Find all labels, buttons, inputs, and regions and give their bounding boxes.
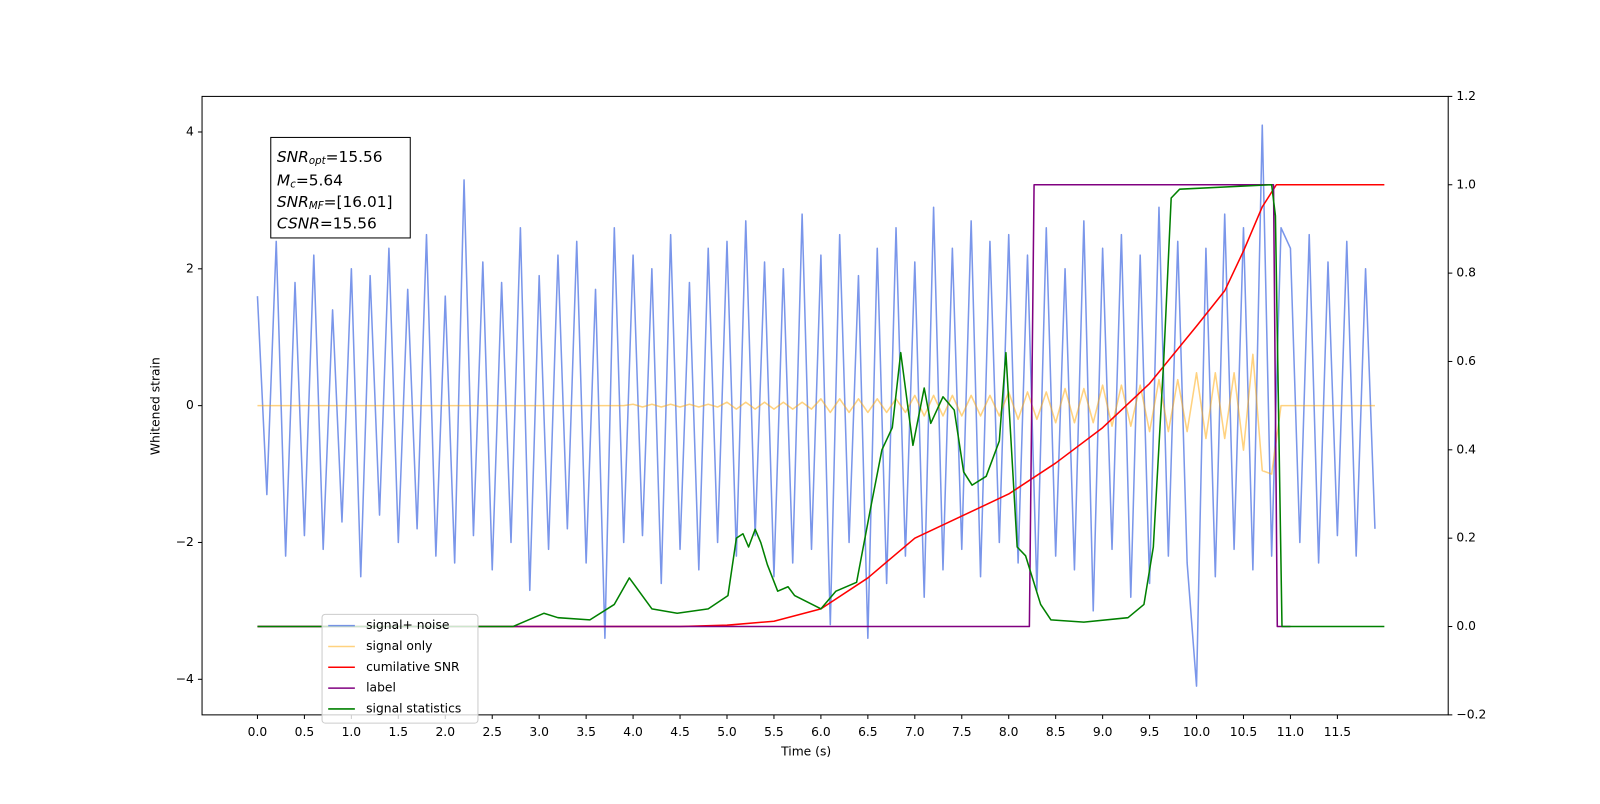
x-tick-label: 5.5: [764, 725, 784, 739]
x-tick-label: 11.0: [1277, 725, 1304, 739]
symbol: SNR: [277, 147, 309, 165]
annotation-line: Mc=5.64: [277, 171, 343, 191]
y2-tick-label: 0.4: [1456, 442, 1476, 456]
y2-tick-label: 1.0: [1456, 177, 1476, 191]
y2-tick-label: 0.6: [1456, 354, 1476, 368]
y2-tick-label: 0.8: [1456, 266, 1476, 280]
value: =15.56: [326, 147, 383, 165]
y-tick-label: 4: [186, 124, 194, 138]
legend-frame: [321, 613, 479, 724]
y-tick-label: 2: [186, 261, 194, 275]
annotation-line: SNRopt=15.56: [277, 147, 383, 167]
x-tick-label: 2.0: [435, 725, 455, 739]
x-tick-label: 2.5: [482, 725, 502, 739]
subscript: MF: [309, 200, 325, 212]
x-tick-label: 1.5: [389, 725, 409, 739]
value: =[16.01]: [324, 193, 393, 211]
subscript: c: [290, 179, 296, 191]
subscript: opt: [309, 155, 327, 167]
legend-label: signal statistics: [366, 701, 461, 715]
plot-area: [256, 124, 1385, 687]
x-tick-label: 3.0: [529, 725, 549, 739]
annotation-box: SNRopt=15.56 Mc=5.64 SNRMF=[16.01] CSNR=…: [270, 136, 411, 239]
x-tick-label: 5.0: [717, 725, 737, 739]
legend-label: cumilative SNR: [366, 660, 460, 674]
legend-label: signal only: [366, 639, 432, 653]
value: =15.56: [320, 214, 377, 232]
x-tick-label: 3.5: [576, 725, 596, 739]
y2-tick-label: 0.0: [1456, 619, 1476, 633]
x-tick-label: 0.0: [248, 725, 268, 739]
annotation-line: SNRMF=[16.01]: [277, 193, 393, 213]
x-tick-label: 6.5: [858, 725, 878, 739]
y-axis-label: Whitened strain: [148, 357, 162, 455]
series-line: [257, 353, 1375, 475]
symbol: SNR: [277, 193, 309, 211]
x-tick-label: 7.0: [905, 725, 925, 739]
x-tick-label: 11.5: [1324, 725, 1351, 739]
x-tick-label: 9.0: [1093, 725, 1113, 739]
y2-tick-label: −0.2: [1456, 707, 1486, 721]
x-axis-label: Time (s): [780, 744, 831, 758]
legend-label: signal+ noise: [366, 618, 449, 632]
x-tick-label: 10.5: [1230, 725, 1257, 739]
series-line: [257, 183, 1385, 628]
x-tick-label: 0.5: [295, 725, 315, 739]
value: =5.64: [296, 171, 343, 189]
y2-tick-label: 1.2: [1456, 89, 1476, 103]
x-tick-label: 10.0: [1183, 725, 1210, 739]
x-tick-label: 7.5: [952, 725, 972, 739]
x-tick-label: 9.5: [1140, 725, 1160, 739]
legend-label: label: [366, 681, 396, 695]
x-tick-label: 8.0: [999, 725, 1019, 739]
x-tick-label: 4.5: [670, 725, 690, 739]
y-tick-label: −4: [176, 672, 194, 686]
x-tick-label: 8.5: [1046, 725, 1066, 739]
y-tick-label: 0: [186, 398, 194, 412]
y-tick-label: −2: [176, 535, 194, 549]
y2-tick-label: 0.2: [1456, 531, 1476, 545]
x-tick-label: 1.0: [342, 725, 362, 739]
annotation-line: CSNR=15.56: [277, 214, 377, 232]
annotation-frame: [270, 136, 411, 239]
series-line: [256, 124, 1376, 687]
symbol: CSNR: [277, 214, 320, 232]
legend: signal+ noise signal only cumilative SNR la…: [321, 613, 479, 724]
symbol: M: [277, 171, 290, 189]
x-tick-label: 6.0: [811, 725, 831, 739]
series-line: [257, 183, 1385, 628]
x-tick-label: 4.0: [623, 725, 643, 739]
series-line: [257, 183, 1291, 628]
